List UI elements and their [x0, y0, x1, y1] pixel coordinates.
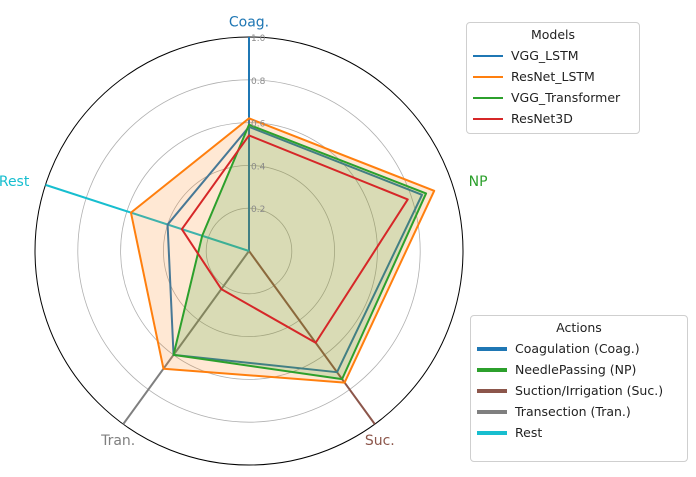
legend-entry-action: Suction/Irrigation (Suc.)	[471, 380, 687, 401]
legend-swatch	[477, 410, 507, 414]
legend-entry-model: ResNet3D	[467, 108, 639, 129]
legend-entry-action: Transection (Tran.)	[471, 401, 687, 422]
legend-label: ResNet3D	[511, 111, 573, 126]
legend-entry-action: Coagulation (Coag.)	[471, 338, 687, 359]
legend-swatch	[477, 389, 507, 393]
legend-label: Rest	[515, 425, 542, 440]
legend-label: Coagulation (Coag.)	[515, 341, 640, 356]
radial-tick-label: 0.6	[251, 120, 266, 130]
models-legend-title: Models	[467, 23, 639, 45]
axis-label-rest: Rest	[0, 174, 30, 190]
legend-entry-model: VGG_Transformer	[467, 87, 639, 108]
axis-label-suc: Suc.	[365, 433, 395, 449]
legend-swatch	[477, 368, 507, 372]
legend-label: Transection (Tran.)	[515, 404, 631, 419]
legend-label: VGG_LSTM	[511, 48, 579, 63]
radial-tick-label: 0.2	[251, 205, 265, 215]
legend-label: NeedlePassing (NP)	[515, 362, 636, 377]
actions-legend-title: Actions	[471, 316, 687, 338]
legend-swatch	[473, 118, 503, 120]
models-legend: Models VGG_LSTM ResNet_LSTM VGG_Transforme…	[466, 22, 640, 134]
legend-entry-model: VGG_LSTM	[467, 45, 639, 66]
legend-swatch	[473, 55, 503, 57]
axis-label-tran: Tran.	[100, 433, 135, 449]
axis-label-coag: Coag.	[229, 14, 269, 30]
legend-label: VGG_Transformer	[511, 90, 620, 105]
axis-label-np: NP	[469, 174, 488, 190]
actions-legend: Actions Coagulation (Coag.) NeedlePassing…	[470, 315, 688, 462]
legend-entry-action: NeedlePassing (NP)	[471, 359, 687, 380]
legend-entry-model: ResNet_LSTM	[467, 66, 639, 87]
legend-entry-action: Rest	[471, 422, 687, 443]
legend-label: Suction/Irrigation (Suc.)	[515, 383, 663, 398]
legend-swatch	[477, 347, 507, 351]
legend-swatch	[473, 76, 503, 78]
radial-tick-label: 1.0	[251, 34, 266, 44]
radial-tick-label: 0.4	[251, 162, 266, 172]
radial-tick-label: 0.8	[251, 77, 266, 87]
legend-swatch	[477, 431, 507, 435]
legend-label: ResNet_LSTM	[511, 69, 595, 84]
legend-swatch	[473, 97, 503, 99]
